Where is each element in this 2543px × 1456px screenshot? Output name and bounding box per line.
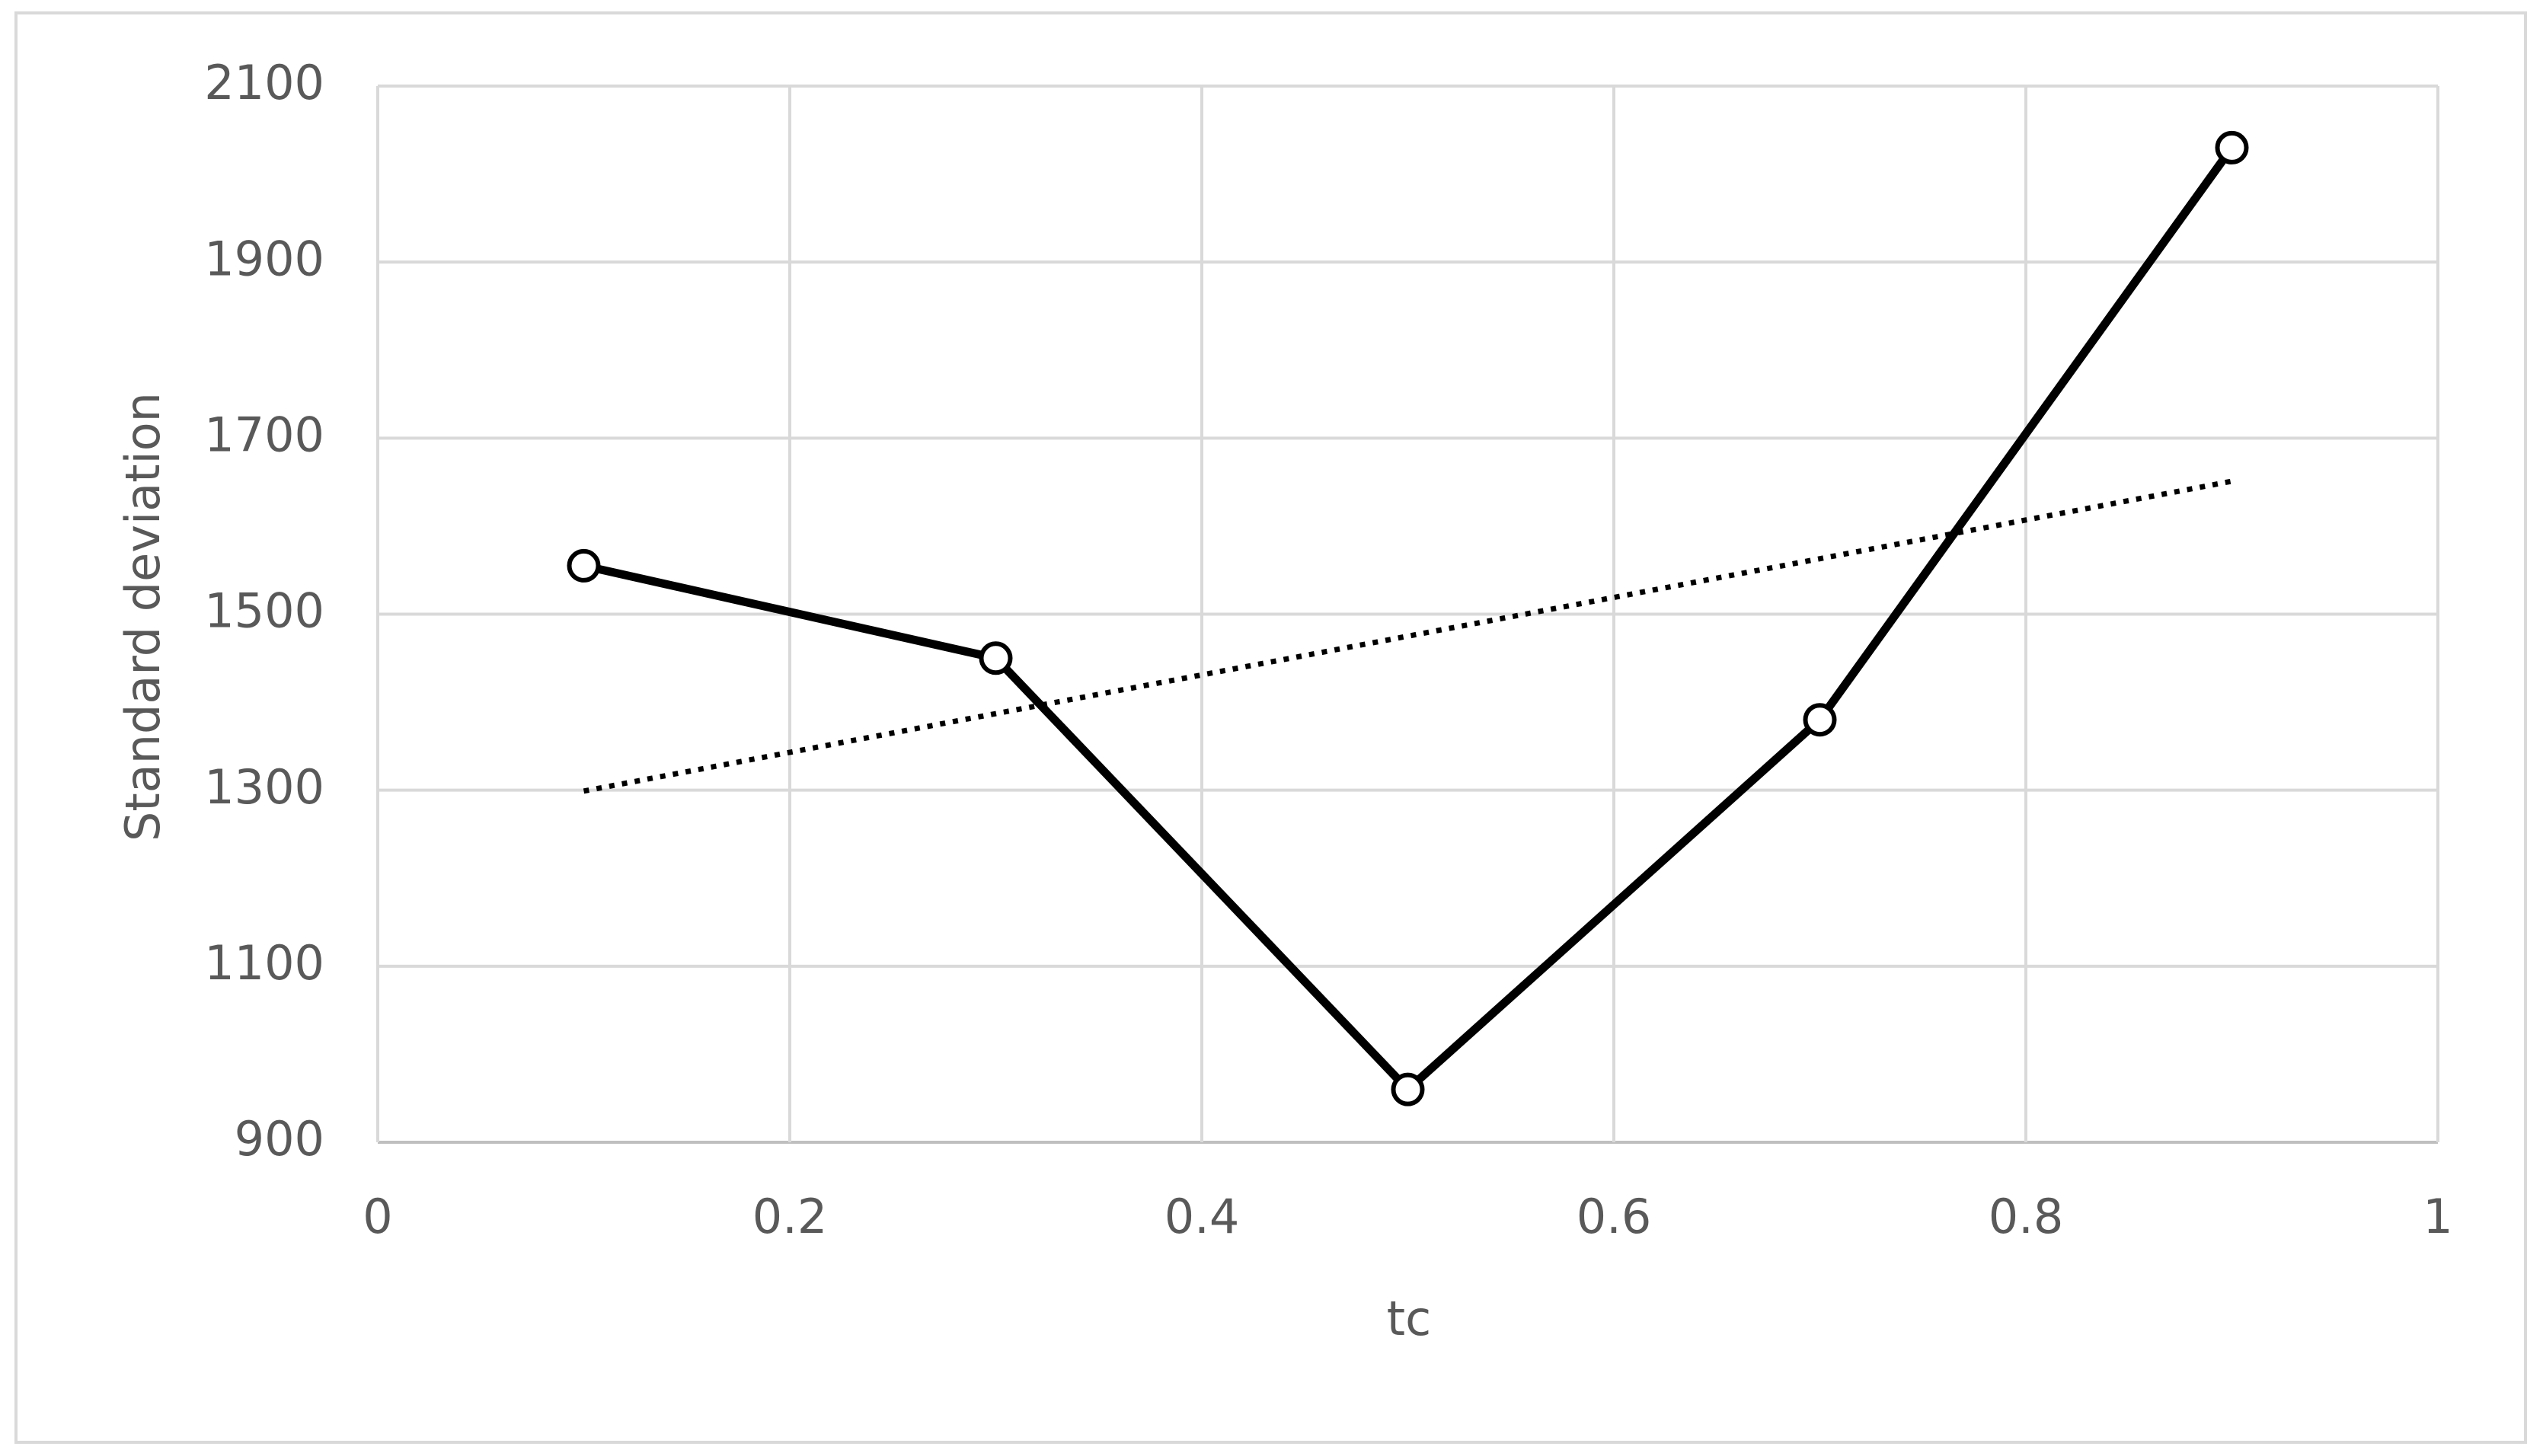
y-axis-title: Standard deviation <box>115 392 171 841</box>
x-axis-title: tc <box>1387 1291 1431 1346</box>
y-tick-label: 2100 <box>204 55 324 110</box>
data-point <box>2215 130 2249 164</box>
data-point <box>1803 703 1837 737</box>
y-tick-label: 1700 <box>204 407 324 462</box>
data-point <box>979 641 1013 675</box>
x-tick-label: 0 <box>363 1189 392 1244</box>
data-point <box>1391 1072 1425 1106</box>
marks <box>567 130 2249 1106</box>
y-tick-label: 1300 <box>204 759 324 815</box>
x-tick-label: 0.2 <box>752 1189 828 1244</box>
y-tick-label: 1100 <box>204 935 324 991</box>
y-tick-label: 1900 <box>204 231 324 286</box>
data-point <box>567 548 601 583</box>
x-tick-label: 0.4 <box>1164 1189 1240 1244</box>
x-tick-label: 0.8 <box>1989 1189 2064 1244</box>
y-tick-label: 1500 <box>204 583 324 639</box>
x-tick-label: 0.6 <box>1577 1189 1652 1244</box>
chart-frame <box>14 11 2527 1444</box>
x-tick-label: 1 <box>2423 1189 2452 1244</box>
y-tick-label: 900 <box>235 1111 324 1167</box>
